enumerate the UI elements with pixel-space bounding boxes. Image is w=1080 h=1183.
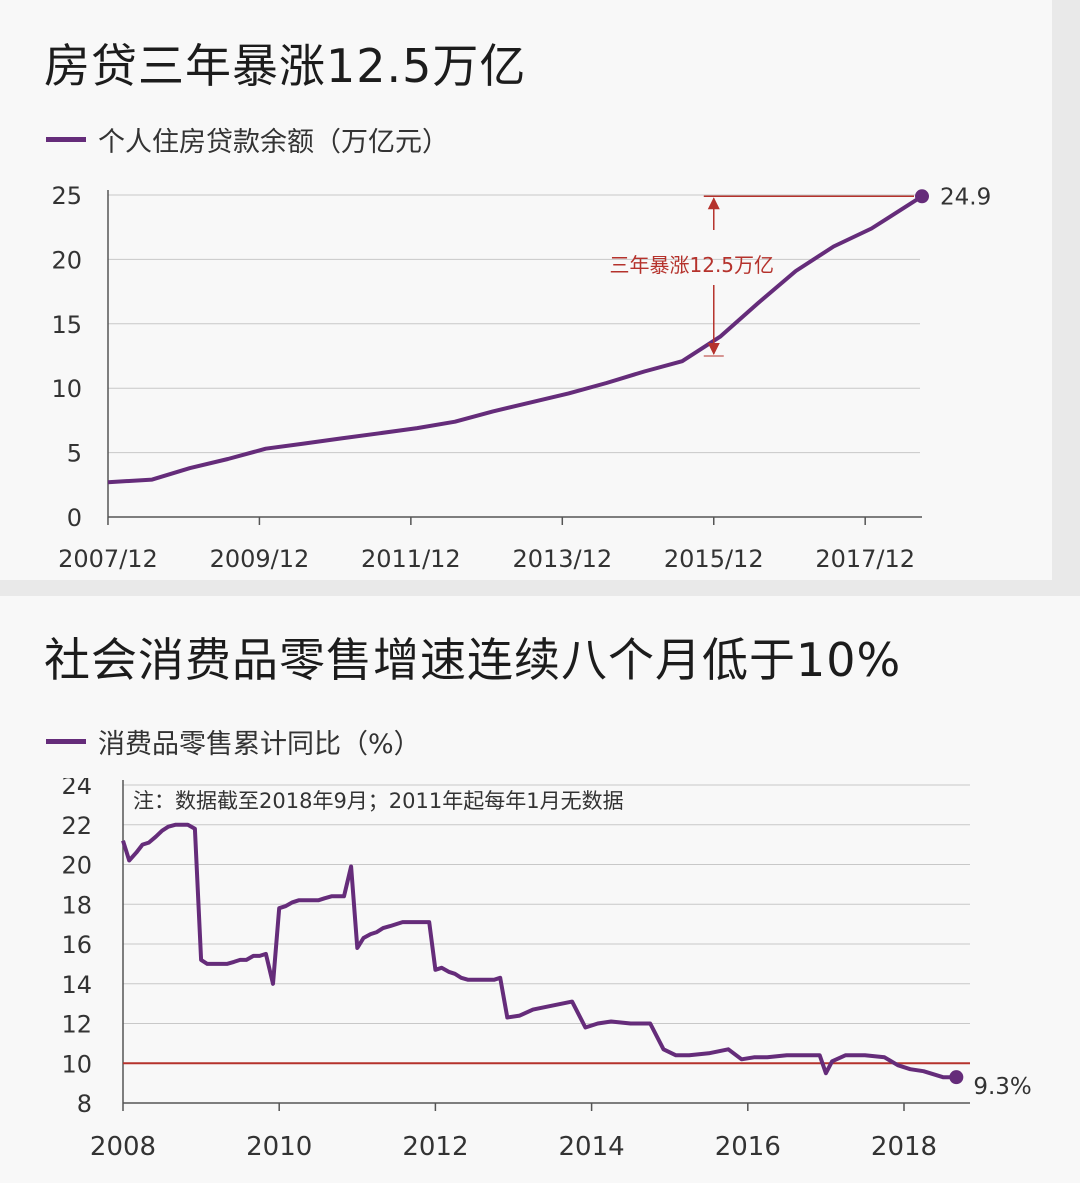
retail-sales-growth-chart: 8 10 12 14 16 18 20 22 24 2008 2010 2012 2014 2016 201…: [61, 778, 1031, 1162]
y-tick-label: 14: [61, 971, 92, 999]
legend-label: 个人住房贷款余额（万亿元）: [98, 127, 449, 158]
y-tick-label: 10: [51, 375, 82, 403]
x-tick-label: 2010: [246, 1132, 312, 1162]
x-tick-label: 2011/12: [361, 545, 461, 573]
mortgage-balance-chart: 0 5 10 15 20 25 2007/12 2009/12 2011/12 2013/12 20…: [51, 182, 991, 573]
x-tick-label: 2007/12: [58, 545, 158, 573]
mortgage-panel: 房贷三年暴涨12.5万亿 个人住房贷款余额（万亿元） 0 5 10 15 20 25 200…: [0, 0, 1052, 580]
y-tick-label: 25: [51, 182, 82, 210]
annotation-label: 三年暴涨12.5万亿: [610, 253, 775, 277]
series-line: [107, 194, 924, 485]
arrowhead: [707, 197, 720, 210]
legend-swatch: [46, 739, 86, 744]
end-value-label: 24.9: [940, 184, 991, 210]
y-tick-label: 18: [61, 891, 92, 919]
y-tick-label: 10: [61, 1050, 92, 1078]
x-tick-label: 2018: [871, 1132, 937, 1162]
end-point-marker: [949, 1070, 964, 1085]
y-tick-label: 0: [67, 504, 82, 532]
x-tick-label: 2008: [90, 1132, 156, 1162]
x-tick-label: 2014: [559, 1132, 625, 1162]
x-tick-label: 2013/12: [512, 545, 612, 573]
series-line: [121, 822, 957, 1080]
end-point-marker: [915, 189, 929, 204]
y-tick-label: 16: [61, 931, 92, 959]
y-tick-label: 20: [61, 852, 92, 880]
retail-panel: 社会消费品零售增速连续八个月低于10% 消费品零售累计同比（%） 8 10 12 14…: [0, 596, 1080, 1183]
chart-title: 房贷三年暴涨12.5万亿: [44, 39, 527, 93]
end-value-label: 9.3%: [973, 1074, 1031, 1100]
y-tick-label: 24: [61, 778, 92, 800]
x-tick-label: 2009/12: [210, 545, 310, 573]
legend-label: 消费品零售累计同比（%）: [98, 729, 421, 760]
y-tick-label: 15: [51, 311, 82, 339]
x-tick-label: 2012: [402, 1132, 468, 1162]
chart-legend: 个人住房贷款余额（万亿元）: [46, 120, 449, 159]
arrowhead: [707, 343, 720, 355]
chart-title: 社会消费品零售增速连续八个月低于10%: [44, 633, 902, 687]
x-tick-label: 2015/12: [664, 545, 764, 573]
y-tick-label: 22: [61, 812, 92, 840]
chart-note: 注：数据截至2018年9月；2011年起每年1月无数据: [133, 789, 624, 813]
chart-legend: 消费品零售累计同比（%）: [46, 722, 421, 761]
x-tick-label: 2016: [715, 1132, 781, 1162]
legend-swatch: [46, 137, 86, 142]
y-tick-label: 20: [51, 246, 82, 274]
y-tick-label: 12: [61, 1011, 92, 1039]
x-tick-label: 2017/12: [815, 545, 915, 573]
y-tick-label: 5: [67, 440, 82, 468]
y-tick-label: 8: [77, 1090, 92, 1118]
